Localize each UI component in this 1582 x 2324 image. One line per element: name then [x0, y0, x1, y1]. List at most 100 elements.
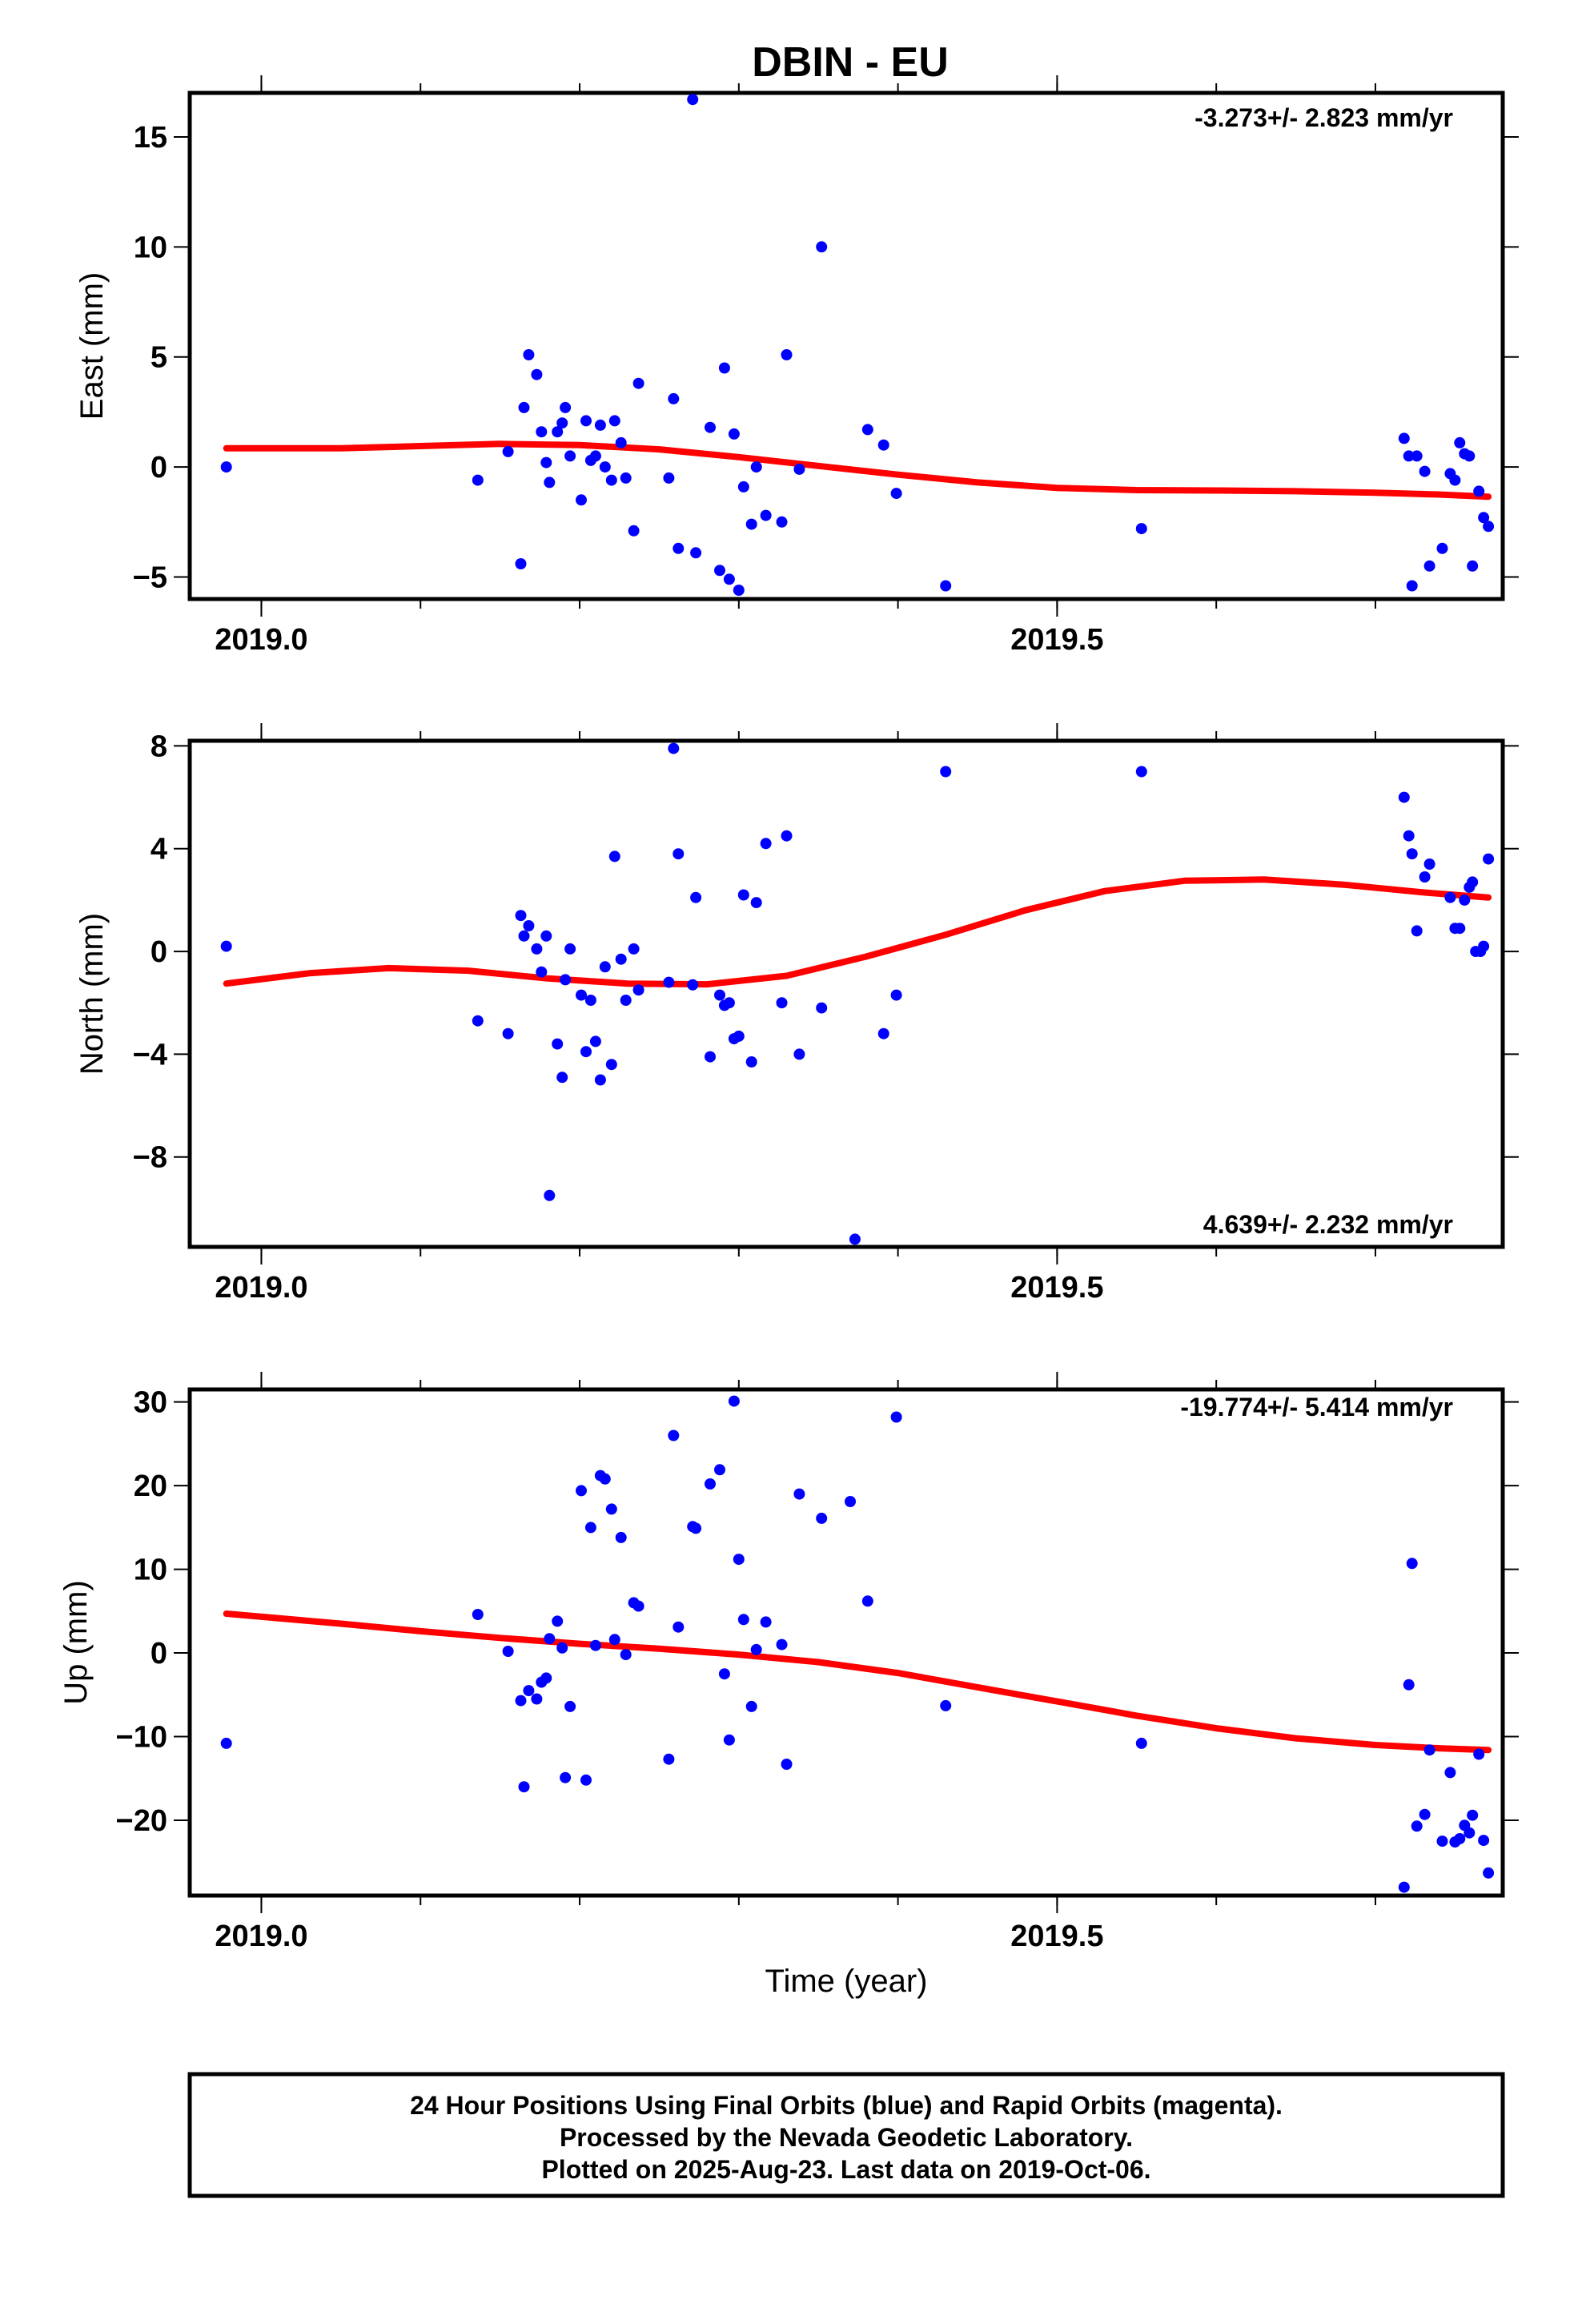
data-point: [877, 1027, 889, 1039]
y-tick-label: 8: [151, 730, 167, 763]
data-point: [556, 417, 568, 429]
plot-frame: [187, 738, 1505, 1249]
data-point: [1483, 1867, 1495, 1879]
data-point: [531, 943, 543, 955]
data-point: [605, 474, 617, 486]
data-point: [1135, 523, 1147, 535]
data-point: [632, 984, 644, 996]
fit-curve: [223, 1610, 1492, 1754]
data-point: [1419, 1808, 1431, 1820]
data-point: [536, 426, 548, 438]
data-point: [1403, 450, 1415, 462]
y-tick-label: −20: [116, 1804, 167, 1838]
data-point: [733, 1030, 745, 1042]
data-point: [1454, 436, 1466, 448]
data-point: [1483, 521, 1495, 533]
data-point: [1467, 876, 1479, 888]
plot-frame: [187, 90, 1505, 601]
data-point: [940, 1699, 952, 1711]
y-tick-label: −5: [133, 561, 167, 595]
data-point: [536, 966, 548, 978]
data-point: [608, 1634, 620, 1646]
fit-curve-line: [223, 1610, 1492, 1754]
y-tick-label: 10: [134, 231, 167, 264]
data-point: [615, 1531, 627, 1543]
data-point: [1449, 474, 1461, 486]
data-point: [576, 1485, 587, 1497]
data-point: [580, 415, 592, 427]
data-point: [1478, 512, 1490, 524]
data-point: [728, 1395, 740, 1407]
data-point: [594, 419, 606, 431]
data-point: [723, 1734, 735, 1746]
data-point: [1464, 450, 1476, 462]
data-point: [605, 1503, 617, 1515]
panel-east: 2019.0 2019.5 −5 0 5 10 15 East (mm) -3.273+/-…: [74, 75, 1519, 657]
data-point: [1398, 791, 1410, 803]
data-point: [890, 1411, 902, 1423]
data-point: [589, 450, 601, 462]
y-tick-label: 0: [151, 935, 167, 969]
data-point: [518, 930, 530, 942]
data-point: [663, 1753, 675, 1765]
velocity-rate: -3.273+/- 2.823 mm/yr: [1195, 103, 1453, 132]
data-point: [861, 424, 873, 436]
footer-caption: 24 Hour Positions Using Final Orbits (bl…: [187, 2072, 1505, 2198]
data-point: [816, 1002, 828, 1014]
data-point: [687, 94, 699, 106]
data-point: [556, 1072, 568, 1084]
x-tick-label: 2019.5: [1010, 1920, 1103, 1953]
data-point: [560, 401, 572, 413]
data-point: [940, 580, 952, 592]
data-point: [580, 1774, 592, 1786]
y-tick-label: 0: [151, 1637, 167, 1671]
axis-ticks: 2019.0 2019.5 −8 −4 0 4 8: [133, 723, 1519, 1305]
data-point: [714, 1464, 725, 1476]
data-point: [663, 976, 675, 988]
data-point: [673, 848, 685, 860]
data-point: [1454, 1833, 1466, 1844]
data-point: [615, 953, 627, 965]
data-point: [745, 518, 757, 530]
data-point: [589, 1035, 601, 1047]
data-point: [1444, 1767, 1456, 1779]
data-point: [1473, 485, 1485, 497]
data-point: [737, 480, 749, 493]
data-point: [552, 1615, 564, 1627]
data-point: [502, 1646, 514, 1657]
data-point: [564, 450, 576, 462]
data-point: [728, 428, 740, 440]
fit-curve: [223, 876, 1492, 988]
data-point: [714, 565, 725, 577]
data-point: [714, 989, 725, 1001]
fit-curve-line: [223, 440, 1492, 501]
data-point: [793, 1488, 805, 1500]
data-point: [502, 1027, 514, 1039]
data-point: [518, 401, 530, 413]
plot-frame: [187, 1387, 1505, 1898]
data-point: [544, 1189, 556, 1201]
data-point: [1459, 894, 1471, 906]
data-point: [628, 525, 640, 537]
data-point: [584, 1522, 596, 1534]
data-point: [540, 1672, 552, 1684]
data-point: [750, 461, 762, 473]
data-point: [816, 1512, 828, 1524]
data-point: [620, 472, 632, 484]
data-point: [628, 943, 640, 955]
data-point: [760, 838, 772, 850]
data-point: [1467, 1809, 1479, 1821]
data-point: [673, 1621, 685, 1633]
data-point: [523, 349, 535, 360]
data-point: [620, 995, 632, 1006]
data-point: [718, 1668, 730, 1680]
data-point: [1423, 858, 1435, 870]
data-point: [620, 1649, 632, 1661]
data-point: [589, 1639, 601, 1651]
data-point: [552, 1038, 564, 1050]
data-point: [705, 1051, 716, 1063]
data-point: [594, 1074, 606, 1086]
data-point: [877, 439, 889, 451]
data-point: [737, 889, 749, 901]
